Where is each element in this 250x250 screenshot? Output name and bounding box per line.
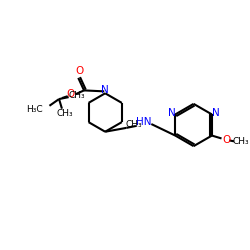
Text: CH₃: CH₃	[56, 109, 73, 118]
Text: HN: HN	[136, 117, 152, 127]
Text: O: O	[66, 89, 75, 99]
Text: CH₃: CH₃	[125, 120, 142, 130]
Text: O: O	[75, 66, 83, 76]
Text: N: N	[212, 108, 220, 118]
Text: CH₃: CH₃	[68, 91, 85, 100]
Text: O: O	[222, 136, 230, 145]
Text: H₃C: H₃C	[26, 105, 43, 114]
Text: CH₃: CH₃	[232, 137, 249, 146]
Text: N: N	[168, 108, 175, 118]
Text: N: N	[101, 86, 109, 96]
